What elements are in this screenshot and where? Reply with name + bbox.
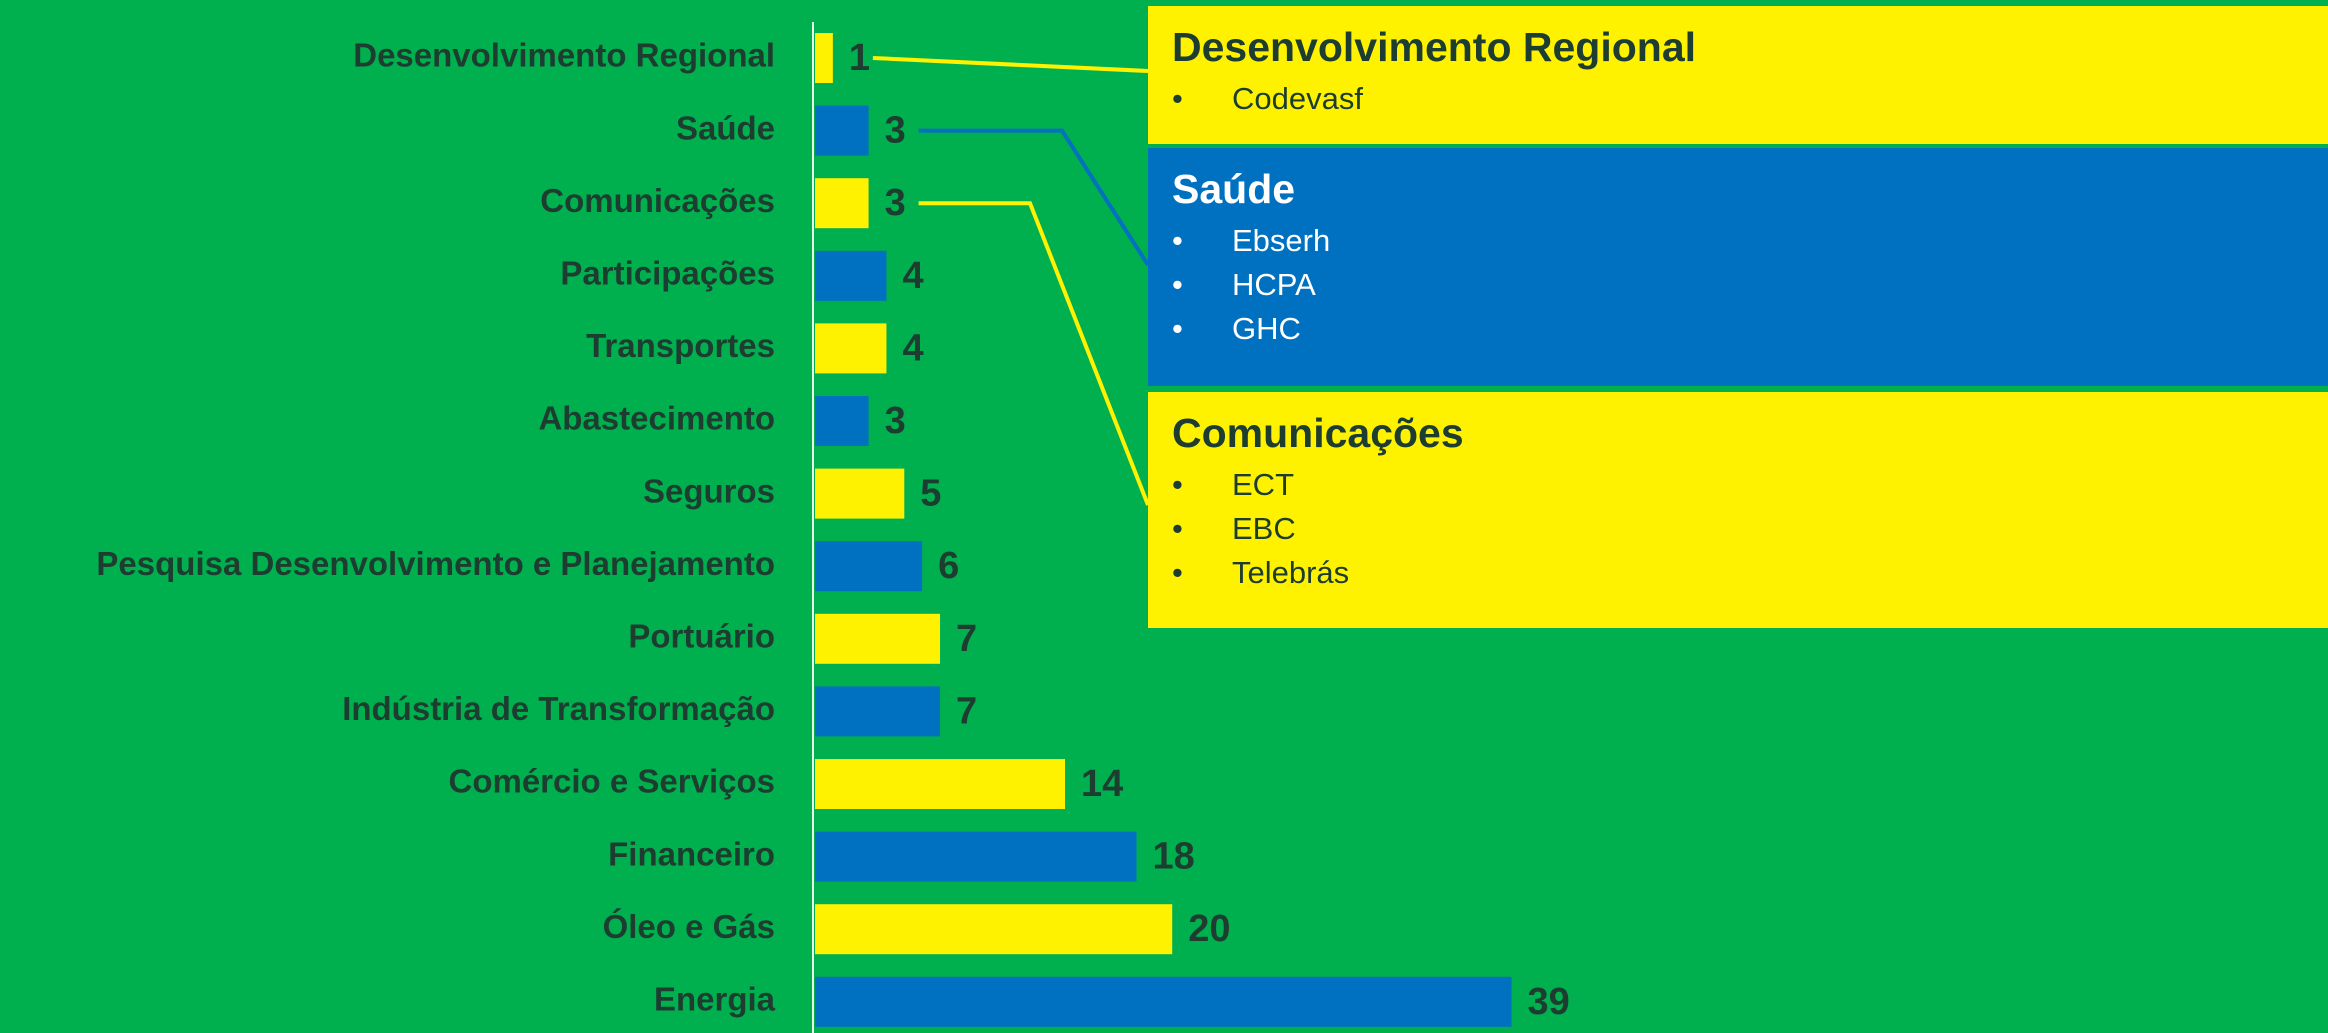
connector (918, 201, 1150, 506)
value-label: 3 (885, 182, 906, 224)
value-label: 6 (938, 545, 959, 587)
category-label: Transportes (586, 327, 775, 364)
category-label: Comércio e Serviços (449, 763, 776, 800)
value-label: 1 (849, 37, 870, 79)
value-label: 4 (902, 327, 923, 369)
bar (815, 105, 869, 156)
connector (918, 128, 1150, 267)
callout-box: Desenvolvimento Regional Codevasf (1148, 6, 2328, 144)
category-label: Seguros (643, 472, 775, 509)
callout-title: Desenvolvimento Regional (1172, 24, 1697, 70)
bar (815, 686, 941, 737)
bar (815, 613, 941, 664)
category-label: Participações (560, 255, 775, 292)
category-label: Financeiro (608, 835, 775, 872)
category-label: Óleo e Gás (603, 908, 775, 945)
callout-item: EBC (1172, 507, 2304, 551)
value-label: 7 (956, 690, 977, 732)
value-label: 3 (885, 400, 906, 442)
callout-title: Comunicações (1172, 410, 1464, 456)
value-label: 4 (902, 255, 923, 297)
callout-list: ECTEBCTelebrás (1172, 463, 2304, 595)
bar (815, 976, 1512, 1027)
value-label: 18 (1152, 836, 1194, 878)
value-label: 7 (956, 618, 977, 660)
category-label: Abastecimento (538, 400, 775, 437)
category-label: Desenvolvimento Regional (353, 37, 775, 74)
bar (815, 759, 1066, 809)
category-label: Saúde (676, 109, 775, 146)
category-label: Pesquisa Desenvolvimento e Planejamento (96, 545, 775, 582)
callout-item: Codevasf (1172, 77, 2304, 121)
callout-item: HCPA (1172, 263, 2304, 307)
bar (815, 904, 1173, 955)
bar (815, 541, 923, 592)
category-label: Comunicações (540, 182, 775, 219)
value-label: 20 (1188, 908, 1230, 950)
bar (815, 468, 905, 519)
value-label: 14 (1081, 763, 1123, 805)
connector (872, 56, 1149, 73)
callout-list: Codevasf (1172, 77, 2304, 121)
category-label: Indústria de Transformação (342, 690, 775, 727)
callout-box: Saúde EbserhHCPAGHC (1148, 148, 2328, 386)
bar (815, 33, 833, 83)
bar (815, 831, 1137, 882)
bar (815, 178, 869, 229)
callout-box: Comunicações ECTEBCTelebrás (1148, 392, 2328, 628)
callout-item: GHC (1172, 307, 2304, 351)
bar (815, 250, 887, 301)
value-label: 5 (920, 473, 941, 515)
callout-item: ECT (1172, 463, 2304, 507)
callout-list: EbserhHCPAGHC (1172, 219, 2304, 351)
category-label: Portuário (628, 618, 775, 655)
bar (815, 323, 887, 374)
bar (815, 396, 869, 446)
value-label: 3 (885, 110, 906, 152)
callout-title: Saúde (1172, 166, 1296, 212)
callout-item: Telebrás (1172, 551, 2304, 595)
category-label: Energia (654, 981, 776, 1018)
value-label: 39 (1528, 981, 1570, 1023)
callout-item: Ebserh (1172, 219, 2304, 263)
